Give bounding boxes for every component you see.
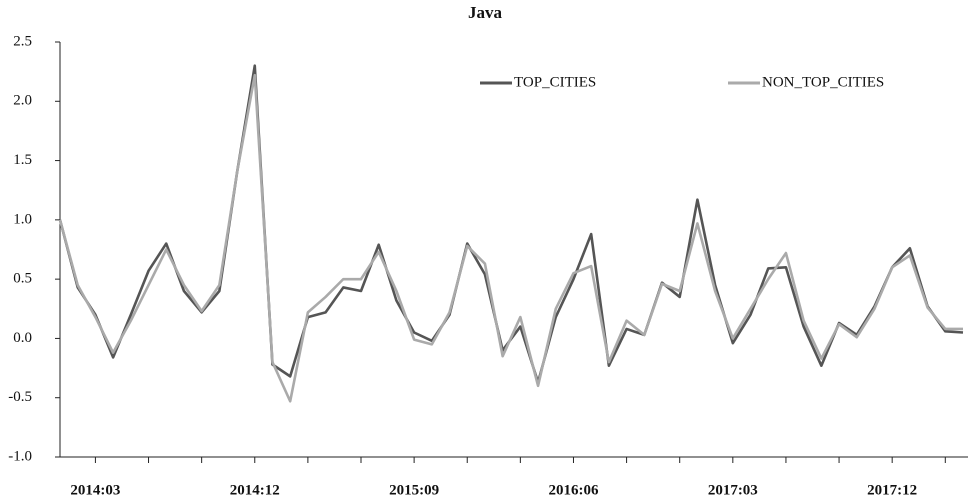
x-tick-label: 2015:09: [389, 482, 439, 498]
y-tick-label: -0.5: [8, 389, 32, 405]
chart-title: Java: [468, 3, 503, 22]
x-tick-label: 2016:06: [548, 482, 598, 498]
legend-label: TOP_CITIES: [514, 74, 596, 90]
y-tick-label: 2.5: [13, 33, 32, 49]
x-tick-label: 2014:12: [230, 482, 280, 498]
y-tick-label: 2.0: [13, 93, 32, 109]
y-tick-label: 1.0: [13, 211, 32, 227]
series-line: [58, 73, 963, 403]
y-tick-label: 0.5: [13, 271, 32, 287]
x-tick-label: 2017:12: [867, 482, 917, 498]
legend-label: NON_TOP_CITIES: [762, 74, 884, 90]
y-tick-label: 1.5: [13, 152, 32, 168]
y-tick-label: -1.0: [8, 448, 32, 464]
x-tick-label: 2017:03: [708, 482, 758, 498]
x-tick-label: 2014:03: [70, 482, 120, 498]
y-tick-label: 0.0: [13, 330, 32, 346]
